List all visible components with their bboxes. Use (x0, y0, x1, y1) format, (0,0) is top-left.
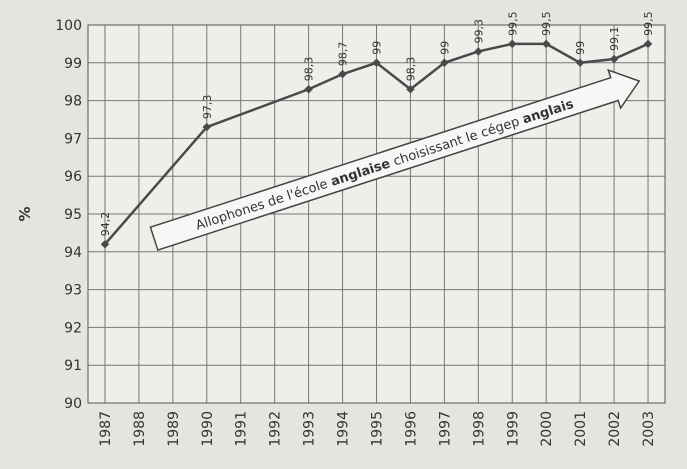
data-point (202, 122, 212, 132)
x-tick-label: 2003 (641, 411, 657, 447)
y-axis-label: % (16, 206, 34, 221)
y-tick-label: 96 (64, 169, 82, 185)
x-tick-label: 1988 (132, 411, 148, 447)
x-tick-label: 2000 (539, 411, 555, 447)
data-label: 94,2 (99, 212, 112, 236)
x-tick-label: 1991 (234, 411, 250, 447)
x-tick-label: 1990 (200, 411, 216, 447)
data-point (406, 85, 415, 94)
x-tick-label: 1999 (505, 411, 521, 447)
data-label: 99,1 (608, 27, 621, 52)
data-label: 99,5 (506, 11, 519, 36)
y-tick-label: 95 (64, 207, 82, 223)
data-label: 98,3 (404, 57, 417, 82)
data-point (372, 58, 381, 68)
x-tick-label: 1987 (98, 411, 114, 447)
x-tick-label: 1995 (370, 411, 386, 447)
data-label: 99,5 (642, 11, 655, 36)
x-tick-label: 1992 (268, 411, 284, 447)
y-tick-label: 100 (55, 18, 82, 34)
y-tick-label: 93 (64, 283, 82, 299)
y-tick-label: 92 (64, 320, 82, 336)
x-tick-label: 1996 (403, 411, 419, 447)
x-tick-label: 2001 (573, 411, 589, 447)
x-tick-label: 1998 (471, 411, 487, 447)
y-tick-label: 99 (64, 56, 82, 72)
y-tick-label: 98 (64, 94, 82, 110)
data-point (474, 47, 483, 56)
data-label: 99 (371, 41, 384, 55)
plot-border (87, 24, 666, 404)
data-label: 99 (574, 41, 587, 55)
x-tick-label: 1994 (336, 411, 352, 447)
x-tick-label: 1993 (302, 411, 318, 447)
y-tick-label: 94 (64, 245, 82, 261)
x-tick-label: 2002 (607, 411, 623, 447)
x-tick-label: 1997 (437, 411, 453, 447)
data-label: 99,3 (472, 19, 485, 44)
data-point (100, 239, 110, 249)
y-tick-label: 90 (64, 396, 82, 412)
data-label: 98,7 (337, 42, 350, 67)
data-point (440, 58, 449, 68)
data-label: 99 (438, 41, 451, 55)
y-tick-label: 97 (64, 131, 82, 147)
x-tick-label: 1989 (166, 411, 182, 447)
data-point (338, 69, 347, 79)
data-label: 97,3 (201, 95, 214, 120)
data-point (304, 85, 313, 94)
y-tick-label: 91 (64, 358, 82, 374)
data-label: 98,3 (303, 57, 316, 82)
data-label: 99,5 (540, 11, 553, 36)
annotation-arrow (149, 68, 641, 251)
